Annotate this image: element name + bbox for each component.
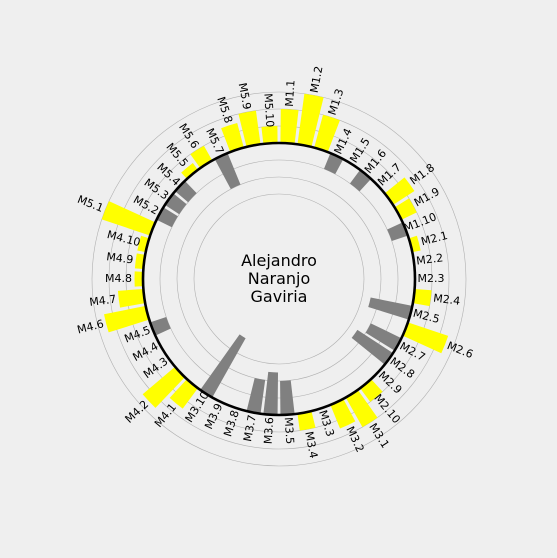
- tick-label: M2.5: [412, 307, 441, 326]
- bar-M3-4: [297, 411, 316, 431]
- tick-label: M2.4: [433, 292, 461, 308]
- tick-label: M1.2: [308, 65, 326, 94]
- center-title-line-1: Alejandro: [241, 251, 317, 270]
- bar-M1-2: [297, 93, 324, 147]
- grid-circle: [176, 176, 382, 382]
- tick-label: M5.6: [176, 121, 201, 151]
- grid-circle: [91, 91, 467, 467]
- bar-M4-7: [117, 288, 146, 308]
- grid-circle: [193, 193, 365, 365]
- bar-M3-2: [330, 398, 356, 429]
- tick-label: M1.3: [326, 87, 347, 117]
- grid-circle: [159, 159, 399, 399]
- tick-label: M2.3: [418, 272, 445, 285]
- tick-label: M1.1: [283, 79, 298, 107]
- bar-M5-1: [101, 201, 156, 236]
- bar-M1-8: [384, 177, 415, 205]
- tick-label: M4.6: [76, 317, 105, 336]
- grid-circles: [91, 91, 467, 467]
- tick-label: M1.8: [408, 161, 437, 187]
- tick-label: M4.2: [123, 398, 152, 426]
- tick-label: M5.10: [261, 93, 276, 128]
- bar-M2-7: [365, 323, 402, 351]
- tick-label: M1.9: [412, 185, 442, 209]
- tick-label: M5.9: [236, 82, 254, 111]
- bar-M2-8: [351, 329, 394, 365]
- bar-M5-5: [181, 162, 198, 179]
- tick-label: M3.5: [282, 417, 297, 445]
- bar-M1-3: [314, 114, 340, 153]
- tick-label: M4.7: [89, 293, 117, 309]
- bar-M4-2: [142, 366, 185, 408]
- bar-M3-6: [263, 371, 279, 415]
- bar-M5-7: [214, 153, 241, 190]
- bar-M3-1: [345, 389, 378, 428]
- bar-M5-8: [221, 123, 244, 153]
- grid-circle: [125, 125, 433, 433]
- bar-M1-4: [323, 153, 344, 175]
- tick-label: M3.6: [262, 417, 277, 445]
- tick-label: M4.8: [105, 272, 132, 285]
- bar-M4-6: [104, 305, 150, 333]
- center-title-line-2: Naranjo: [248, 269, 311, 288]
- tick-label: M2.2: [416, 251, 444, 267]
- bar-M4-1: [169, 379, 198, 409]
- tick-label: M3.1: [366, 421, 391, 451]
- bar-M2-4: [412, 288, 432, 307]
- bar-M2-5: [368, 297, 413, 320]
- bar-M2-6: [402, 322, 449, 354]
- tick-label: M3.4: [302, 430, 320, 459]
- center-title-line-3: Gaviria: [251, 287, 308, 306]
- tick-label: M2.6: [445, 339, 475, 361]
- baseline-circle: [141, 141, 417, 417]
- tick-label: M2.1: [420, 229, 449, 248]
- bar-M1-10: [387, 222, 408, 242]
- bars: [101, 93, 449, 431]
- bar-M3-7: [246, 378, 266, 414]
- bar-M5-10: [261, 126, 278, 144]
- tick-label: M3.2: [343, 424, 366, 454]
- bar-M4-8: [134, 271, 144, 287]
- bar-M3-10: [200, 334, 246, 398]
- tick-label: M3.9: [202, 401, 225, 431]
- baseline-ring: [141, 141, 417, 417]
- tick-label: M5.1: [76, 193, 106, 215]
- grid-circle: [108, 108, 450, 450]
- bar-M5-9: [238, 110, 261, 147]
- tick-label: M4.9: [106, 250, 134, 266]
- tick-label: M4.10: [106, 228, 142, 249]
- bar-M4-5: [150, 316, 171, 336]
- tick-label: M3.8: [221, 409, 242, 439]
- bar-M1-1: [280, 109, 299, 144]
- bar-M3-5: [280, 380, 295, 415]
- tick-label: M3.7: [241, 414, 259, 443]
